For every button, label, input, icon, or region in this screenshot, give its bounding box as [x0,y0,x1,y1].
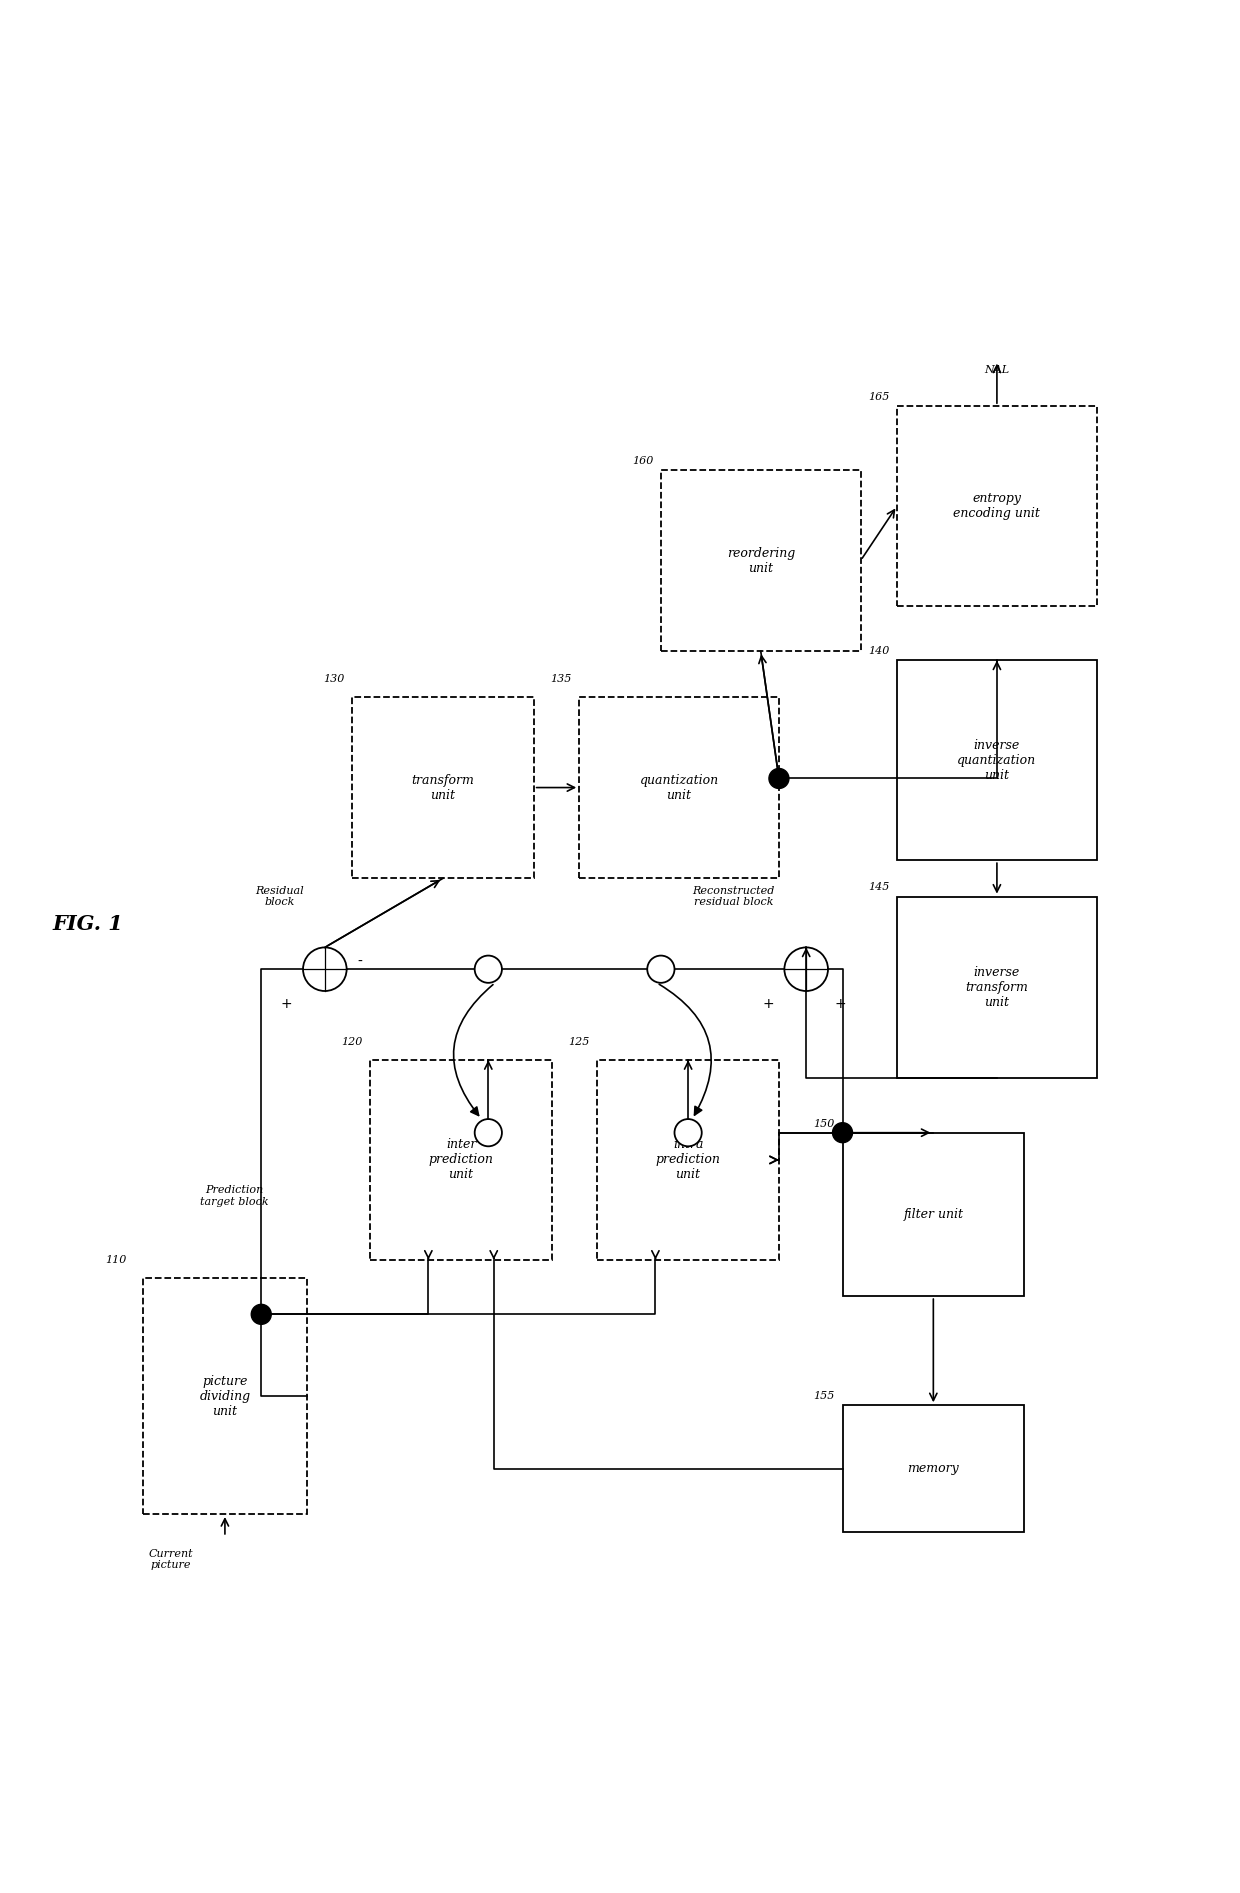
Text: -: - [357,954,362,969]
FancyBboxPatch shape [579,697,779,878]
Text: FIG. 1: FIG. 1 [52,914,123,933]
Text: Prediction
target block: Prediction target block [200,1185,268,1208]
FancyBboxPatch shape [143,1278,306,1514]
Text: +: + [281,998,293,1011]
Circle shape [475,956,502,982]
FancyBboxPatch shape [897,897,1097,1079]
FancyBboxPatch shape [897,407,1097,606]
Text: inverse
quantization
unit: inverse quantization unit [957,738,1037,782]
Circle shape [647,956,675,982]
Circle shape [769,769,789,789]
Text: quantization
unit: quantization unit [640,774,719,801]
Text: 120: 120 [341,1037,363,1047]
FancyBboxPatch shape [897,661,1097,859]
Text: 145: 145 [868,882,889,892]
Text: inter
prediction
unit: inter prediction unit [429,1138,494,1181]
Text: Reconstructed
residual block: Reconstructed residual block [692,886,775,907]
Text: NAL: NAL [985,365,1009,375]
Text: intra
prediction
unit: intra prediction unit [656,1138,720,1181]
Text: 135: 135 [551,674,572,683]
Text: inverse
transform
unit: inverse transform unit [966,965,1028,1009]
Text: 125: 125 [568,1037,590,1047]
Circle shape [832,1123,853,1143]
Text: 155: 155 [813,1391,835,1401]
Text: Current
picture: Current picture [148,1548,192,1571]
Text: 165: 165 [868,392,889,401]
Text: entropy
encoding unit: entropy encoding unit [954,492,1040,521]
FancyBboxPatch shape [842,1132,1024,1297]
Text: filter unit: filter unit [903,1208,963,1221]
Text: reordering
unit: reordering unit [727,547,795,574]
Text: 110: 110 [105,1255,126,1265]
FancyBboxPatch shape [842,1405,1024,1531]
FancyBboxPatch shape [352,697,533,878]
Text: 130: 130 [324,674,345,683]
Text: +: + [835,998,847,1011]
Text: 160: 160 [632,456,653,466]
FancyBboxPatch shape [661,469,861,651]
Text: 140: 140 [868,646,889,657]
Text: 150: 150 [813,1119,835,1128]
Text: memory: memory [908,1461,960,1475]
FancyBboxPatch shape [371,1060,552,1261]
Circle shape [475,1119,502,1147]
Text: +: + [763,998,774,1011]
Text: picture
dividing
unit: picture dividing unit [200,1374,250,1418]
Circle shape [675,1119,702,1147]
Text: transform
unit: transform unit [412,774,475,801]
Text: Residual
block: Residual block [255,886,304,907]
Circle shape [252,1304,272,1325]
FancyBboxPatch shape [598,1060,779,1261]
